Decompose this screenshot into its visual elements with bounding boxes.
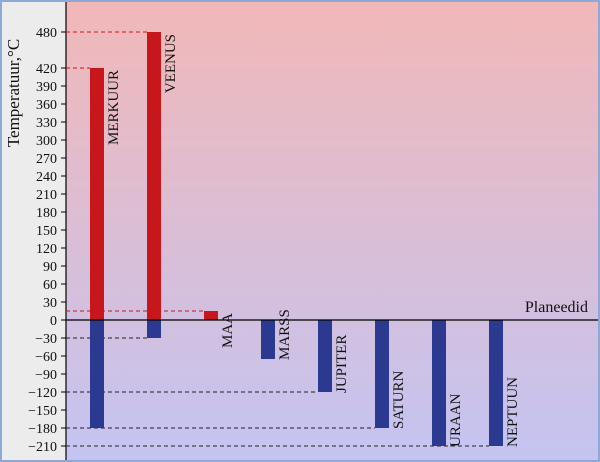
y-tick-label: 270 [36, 152, 57, 167]
y-tick-label: −30 [35, 332, 57, 347]
y-tick-label: 420 [36, 62, 57, 77]
y-tick-label: 330 [36, 116, 57, 131]
y-tick-label: 390 [36, 80, 57, 95]
bar-min-veenus [147, 320, 161, 338]
y-tick-label: 0 [50, 314, 57, 329]
y-tick-label: −180 [28, 422, 57, 437]
planet-label-saturn: SATURN [391, 370, 407, 429]
y-tick-label: 240 [36, 170, 57, 185]
bar-max-veenus [147, 32, 161, 320]
y-tick-label: −90 [35, 368, 57, 383]
bar-min-marss [261, 320, 275, 359]
y-tick-label: −150 [28, 404, 57, 419]
planet-label-uraan: URAAN [448, 393, 464, 447]
y-tick-label: 30 [43, 296, 57, 311]
y-tick-label: 480 [36, 26, 57, 41]
planet-label-maa: MAA [220, 313, 236, 348]
x-axis-title: Planeedid [525, 299, 588, 316]
y-tick-label: 360 [36, 98, 57, 113]
bar-max-merkuur [90, 68, 104, 320]
planet-labels: MERKUUR VEENUS MAA MARSS JUPITER SATURN URAAN N… [106, 34, 521, 447]
y-axis-title: Temperatuur,°C [4, 39, 23, 147]
y-tick-label: 120 [36, 242, 57, 257]
planet-label-veenus: VEENUS [163, 34, 179, 93]
y-tick-label: −210 [28, 440, 57, 455]
y-tick-label: 90 [43, 260, 57, 275]
planet-label-jupiter: JUPITER [334, 335, 350, 393]
y-tick-label: −60 [35, 350, 57, 365]
planet-label-marss: MARSS [277, 309, 293, 360]
y-ticks: 4804203903603303002702402101801501209060… [28, 26, 66, 455]
y-tick-label: 150 [36, 224, 57, 239]
bars [90, 32, 503, 446]
axis-panel [2, 2, 66, 460]
bar-min-merkuur [90, 320, 104, 428]
y-tick-label: 210 [36, 188, 57, 203]
y-tick-label: 60 [43, 278, 57, 293]
bar-min-neptuun [489, 320, 503, 446]
bar-min-jupiter [318, 320, 332, 392]
y-tick-label: 180 [36, 206, 57, 221]
y-tick-label: −120 [28, 386, 57, 401]
y-tick-label: 300 [36, 134, 57, 149]
reference-lines [66, 31, 489, 447]
bar-max-maa [204, 311, 218, 320]
planet-label-merkuur: MERKUUR [106, 70, 122, 145]
planet-label-neptuun: NEPTUUN [505, 377, 521, 447]
bar-min-saturn [375, 320, 389, 428]
bar-min-uraan [432, 320, 446, 446]
